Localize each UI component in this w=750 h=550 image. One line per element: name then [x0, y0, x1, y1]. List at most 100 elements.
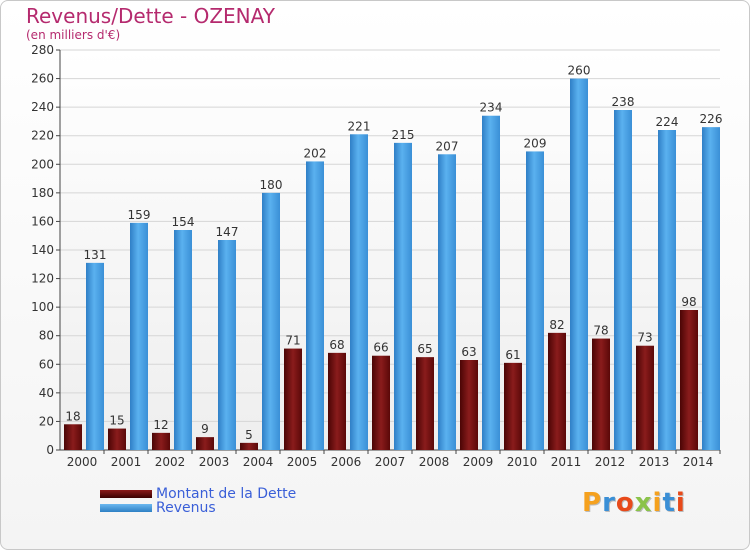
- revenue-data-label: 224: [656, 115, 679, 129]
- debt-data-label: 12: [153, 418, 168, 432]
- revenue-data-label: 154: [172, 215, 195, 229]
- revenue-data-label: 260: [568, 64, 591, 78]
- x-tick-label: 2002: [155, 455, 186, 469]
- x-tick-label: 2000: [67, 455, 98, 469]
- debt-bar: [592, 338, 610, 450]
- x-tick-label: 2010: [507, 455, 538, 469]
- x-tick-label: 2007: [375, 455, 406, 469]
- logo-letter: t: [662, 488, 676, 518]
- legend-label-debt: Montant de la Dette: [156, 486, 297, 502]
- debt-data-label: 65: [417, 342, 432, 356]
- revenue-data-label: 202: [304, 146, 327, 160]
- y-tick-label: 220: [31, 129, 54, 143]
- x-tick-label: 2001: [111, 455, 142, 469]
- revenue-bar: [394, 142, 412, 450]
- debt-bar: [548, 332, 566, 450]
- revenue-bar: [86, 262, 104, 450]
- logo-letter: x: [634, 488, 653, 518]
- legend-label-revenue: Revenus: [156, 500, 216, 516]
- revenue-bar: [174, 230, 192, 450]
- revenue-data-label: 209: [524, 136, 547, 150]
- revenue-bar: [658, 130, 676, 450]
- x-tick-label: 2014: [683, 455, 714, 469]
- y-tick-label: 260: [31, 72, 54, 86]
- y-tick-label: 160: [31, 214, 54, 228]
- y-tick-label: 0: [46, 443, 54, 457]
- revenue-data-label: 234: [480, 101, 503, 115]
- debt-data-label: 71: [285, 334, 300, 348]
- debt-data-label: 98: [681, 295, 696, 309]
- y-tick-label: 100: [31, 300, 54, 314]
- chart-title: Revenus/Dette - OZENAY: [26, 4, 275, 28]
- revenue-bar: [130, 222, 148, 450]
- x-tick-label: 2013: [639, 455, 670, 469]
- debt-data-label: 9: [201, 422, 209, 436]
- y-tick-label: 140: [31, 243, 54, 257]
- y-tick-label: 200: [31, 157, 54, 171]
- legend-item-debt: Montant de la Dette: [100, 486, 296, 502]
- revenue-data-label: 147: [216, 225, 239, 239]
- debt-bar: [460, 360, 478, 450]
- debt-bar: [196, 437, 214, 450]
- y-tick-label: 240: [31, 100, 54, 114]
- debt-bar: [152, 432, 170, 450]
- logo-letter: o: [615, 488, 635, 518]
- x-tick-label: 2009: [463, 455, 494, 469]
- y-tick-label: 280: [31, 43, 54, 57]
- revenue-bar: [306, 161, 324, 450]
- debt-data-label: 18: [65, 409, 80, 423]
- x-tick-label: 2004: [243, 455, 274, 469]
- x-tick-label: 2003: [199, 455, 230, 469]
- y-tick-label: 180: [31, 186, 54, 200]
- debt-data-label: 68: [329, 338, 344, 352]
- revenue-bar: [614, 110, 632, 450]
- revenue-data-label: 207: [436, 139, 459, 153]
- x-tick-label: 2008: [419, 455, 450, 469]
- revenue-bar: [438, 154, 456, 451]
- revenue-data-label: 226: [700, 112, 723, 126]
- debt-data-label: 5: [245, 428, 253, 442]
- revenue-data-label: 238: [612, 95, 635, 109]
- y-tick-label: 20: [39, 414, 54, 428]
- debt-bar: [284, 348, 302, 450]
- x-tick-label: 2011: [551, 455, 582, 469]
- debt-data-label: 63: [461, 345, 476, 359]
- revenue-data-label: 215: [392, 128, 415, 142]
- legend-swatch-debt: [100, 490, 152, 498]
- y-tick-label: 120: [31, 272, 54, 286]
- logo-letter: i: [652, 488, 663, 518]
- debt-bar: [240, 442, 258, 450]
- proxiti-logo: Proxiti: [582, 488, 686, 518]
- debt-data-label: 61: [505, 348, 520, 362]
- legend-swatch-revenue: [100, 504, 152, 512]
- debt-data-label: 66: [373, 341, 388, 355]
- y-tick-label: 40: [39, 386, 54, 400]
- debt-data-label: 73: [637, 331, 652, 345]
- legend-item-revenue: Revenus: [100, 500, 216, 516]
- revenue-bar: [526, 151, 544, 450]
- debt-bar: [416, 357, 434, 450]
- revenue-bar: [482, 115, 500, 450]
- y-tick-label: 80: [39, 329, 54, 343]
- chart-subtitle: (en milliers d'€): [26, 28, 121, 42]
- revenue-data-label: 159: [128, 208, 151, 222]
- y-tick-label: 60: [39, 357, 54, 371]
- debt-bar: [328, 352, 346, 450]
- x-tick-label: 2005: [287, 455, 318, 469]
- x-tick-label: 2012: [595, 455, 626, 469]
- revenue-bar: [570, 78, 588, 451]
- debt-bar: [680, 310, 698, 450]
- revenue-bar: [702, 127, 720, 451]
- logo-letter: r: [602, 488, 616, 518]
- revenue-data-label: 180: [260, 178, 283, 192]
- revenue-bar: [262, 192, 280, 450]
- debt-bar: [108, 428, 126, 450]
- revenue-bar: [218, 240, 236, 450]
- debt-bar: [504, 362, 522, 450]
- revenue-bar: [350, 134, 368, 451]
- x-tick-label: 2006: [331, 455, 362, 469]
- logo-letter: i: [675, 488, 686, 518]
- debt-data-label: 82: [549, 318, 564, 332]
- debt-data-label: 15: [109, 414, 124, 428]
